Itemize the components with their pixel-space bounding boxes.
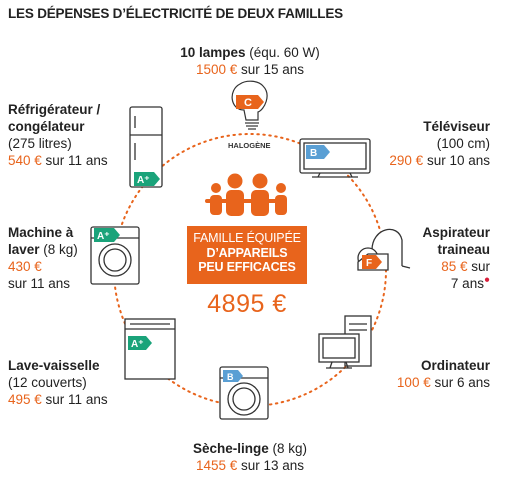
- tv-detail: (100 cm): [436, 136, 490, 151]
- machine-detail: (8 kg): [39, 242, 78, 257]
- center-family-box: FAMILLE ÉQUIPÉE D’APPAREILS PEU EFFICACE…: [187, 226, 307, 284]
- label-seche-linge: Sèche-linge (8 kg) 1455 € sur 13 ans: [150, 440, 350, 474]
- machine-cost: 430 €: [8, 259, 42, 274]
- energy-label-a-fridge-icon: A⁺: [134, 172, 160, 186]
- svg-text:A⁺: A⁺: [97, 231, 110, 242]
- energy-label-c-icon: C: [236, 95, 264, 109]
- svg-text:B: B: [227, 372, 234, 382]
- energy-label-b-dryer-icon: B: [223, 370, 243, 382]
- lave-vaisselle-detail: (12 couverts): [8, 375, 87, 390]
- aspirateur-name2: traineau: [437, 242, 490, 257]
- energy-label-b-tv-icon: B: [306, 145, 330, 159]
- lave-vaisselle-name: Lave-vaisselle: [8, 358, 100, 373]
- aspirateur-duration2: 7 ans: [450, 276, 484, 291]
- fridge-name2: congélateur: [8, 119, 85, 134]
- center-line1: FAMILLE ÉQUIPÉE: [193, 231, 301, 245]
- lave-vaisselle-cost: 495 €: [8, 392, 42, 407]
- lampes-name: 10 lampes: [180, 45, 246, 60]
- computer-icon: [318, 315, 372, 369]
- ordinateur-cost: 100 €: [396, 375, 431, 390]
- ordinateur-duration: sur 6 ans: [430, 375, 490, 390]
- lampes-cost: 1500 €: [195, 62, 238, 77]
- page-title: LES DÉPENSES D’ÉLECTRICITÉ DE DEUX FAMIL…: [8, 6, 343, 21]
- lave-vaisselle-duration: sur 11 ans: [41, 392, 108, 407]
- label-refrigerateur: Réfrigérateur / congélateur (275 litres)…: [8, 101, 128, 169]
- aspirateur-duration1: sur: [467, 259, 490, 274]
- halogene-tag: HALOGÈNE: [228, 141, 271, 150]
- machine-name2: laver: [8, 242, 40, 257]
- tv-duration: sur 10 ans: [423, 153, 490, 168]
- fridge-icon: [129, 106, 163, 188]
- tv-name: Téléviseur: [423, 119, 490, 134]
- center-line2: D’APPAREILS: [206, 245, 288, 260]
- fridge-duration: sur 11 ans: [41, 153, 108, 168]
- label-aspirateur: Aspirateur traineau 85 € sur 7 ans●: [400, 224, 490, 292]
- ordinateur-name: Ordinateur: [420, 358, 490, 373]
- svg-text:B: B: [310, 148, 317, 159]
- note-dot: ●: [483, 274, 490, 286]
- total-cost: 4895 €: [207, 290, 287, 318]
- energy-label-a-washer-icon: A⁺: [94, 228, 120, 242]
- label-ordinateur: Ordinateur 100 € sur 6 ans: [380, 357, 490, 391]
- svg-text:A⁺: A⁺: [137, 175, 150, 186]
- machine-duration: sur 11 ans: [8, 276, 71, 291]
- seche-cost: 1455 €: [195, 458, 238, 473]
- label-lave-vaisselle: Lave-vaisselle (12 couverts) 495 € sur 1…: [8, 357, 138, 408]
- lampes-duration: sur 15 ans: [237, 62, 305, 77]
- svg-text:F: F: [366, 258, 372, 269]
- machine-name1: Machine à: [8, 225, 74, 240]
- aspirateur-name1: Aspirateur: [422, 225, 490, 240]
- lampes-detail: (équ. 60 W): [245, 45, 320, 60]
- seche-detail: (8 kg): [268, 441, 308, 456]
- fridge-cost: 540 €: [8, 153, 42, 168]
- label-lampes: 10 lampes (équ. 60 W) 1500 € sur 15 ans: [150, 44, 350, 78]
- center-line3: PEU EFFICACES: [198, 260, 296, 274]
- seche-duration: sur 13 ans: [237, 458, 305, 473]
- energy-label-f-icon: F: [362, 255, 382, 269]
- tv-cost: 290 €: [389, 153, 424, 168]
- energy-label-a-dishwasher-icon: A⁺: [128, 336, 152, 350]
- family-icon: [205, 173, 287, 216]
- svg-text:A⁺: A⁺: [131, 339, 144, 350]
- seche-name: Sèche-linge: [192, 441, 269, 456]
- aspirateur-cost: 85 €: [441, 259, 468, 274]
- svg-text:C: C: [244, 97, 252, 109]
- label-machine-laver: Machine à laver (8 kg) 430 € sur 11 ans: [8, 224, 93, 292]
- fridge-detail: (275 litres): [8, 136, 72, 151]
- label-televiseur: Téléviseur (100 cm) 290 € sur 10 ans: [370, 118, 490, 169]
- fridge-name1: Réfrigérateur /: [8, 102, 101, 117]
